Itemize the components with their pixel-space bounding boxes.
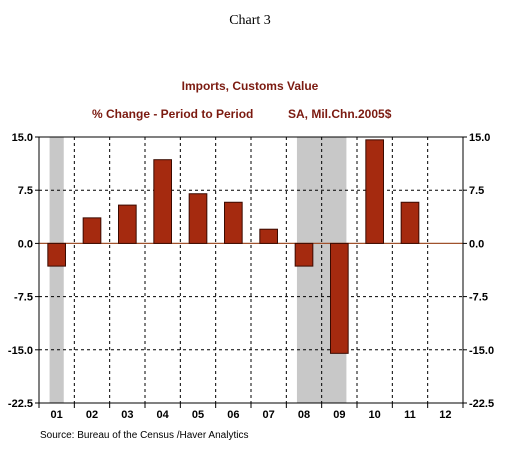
ytick-label-right: 15.0 <box>469 132 490 144</box>
xtick-label-08: 08 <box>298 409 310 421</box>
bar-10 <box>365 139 385 244</box>
page-title: Chart 3 <box>229 13 271 28</box>
bar-05 <box>188 193 208 244</box>
xtick-label-04: 04 <box>157 409 170 421</box>
xtick-label-05: 05 <box>192 409 204 421</box>
recession-shade <box>49 137 64 403</box>
bar-02 <box>82 217 102 244</box>
ytick-label-left: -15.0 <box>8 345 33 357</box>
ytick-label-right: 7.5 <box>469 185 484 197</box>
ytick-label-left: -22.5 <box>8 398 33 410</box>
xtick-label-10: 10 <box>369 409 381 421</box>
xtick-label-02: 02 <box>86 409 98 421</box>
bar-07 <box>259 228 279 244</box>
bar-04 <box>153 159 172 244</box>
ytick-label-left: 7.5 <box>18 185 33 197</box>
chart-title: Imports, Customs Value <box>182 79 319 93</box>
bar-08 <box>294 242 314 267</box>
xtick-label-09: 09 <box>333 409 345 421</box>
ytick-label-left: -7.5 <box>14 292 33 304</box>
ytick-label-right: -22.5 <box>469 398 494 410</box>
chart-subtitle-left: % Change - Period to Period <box>92 107 253 121</box>
source-note: Source: Bureau of the Census /Haver Anal… <box>40 430 248 441</box>
ytick-label-left: 0.0 <box>18 238 33 250</box>
ytick-label-right: -15.0 <box>469 345 494 357</box>
ytick-label-left: 15.0 <box>12 132 33 144</box>
bar-09 <box>330 242 349 354</box>
bar-06 <box>224 201 243 244</box>
ytick-label-right: -7.5 <box>469 292 488 304</box>
bar-11 <box>400 201 420 244</box>
ytick-label-right: 0.0 <box>469 238 484 250</box>
xtick-label-03: 03 <box>121 409 133 421</box>
xtick-label-07: 07 <box>263 409 275 421</box>
chart-subtitle-right: SA, Mil.Chn.2005$ <box>288 107 392 121</box>
bar-03 <box>118 204 137 244</box>
bar-01 <box>47 242 66 267</box>
xtick-label-12: 12 <box>439 409 451 421</box>
xtick-label-11: 11 <box>404 409 416 421</box>
xtick-label-06: 06 <box>227 409 239 421</box>
xtick-label-01: 01 <box>51 409 63 421</box>
